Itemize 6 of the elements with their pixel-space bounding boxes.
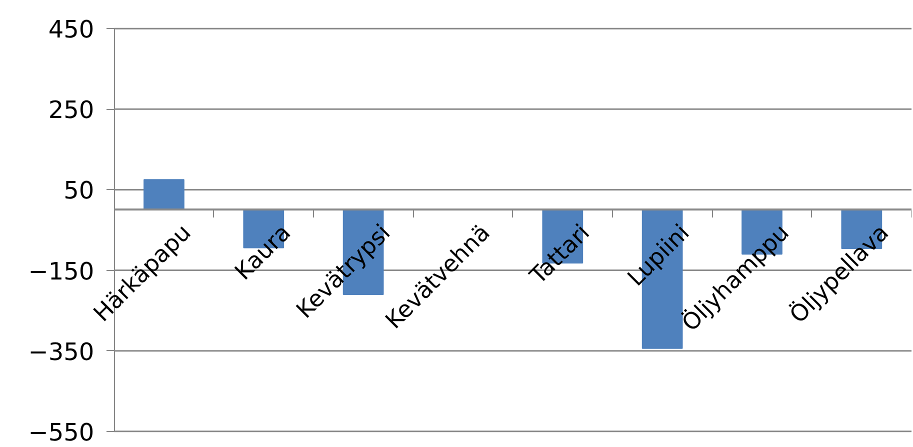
y-tick-label: −150 [28,257,94,286]
y-tick-label: −550 [28,418,94,446]
y-tick-label: 50 [64,176,94,205]
y-tick-label: 250 [48,96,94,124]
y-tick-label: −350 [28,338,94,366]
y-tick-label: 450 [48,16,94,44]
